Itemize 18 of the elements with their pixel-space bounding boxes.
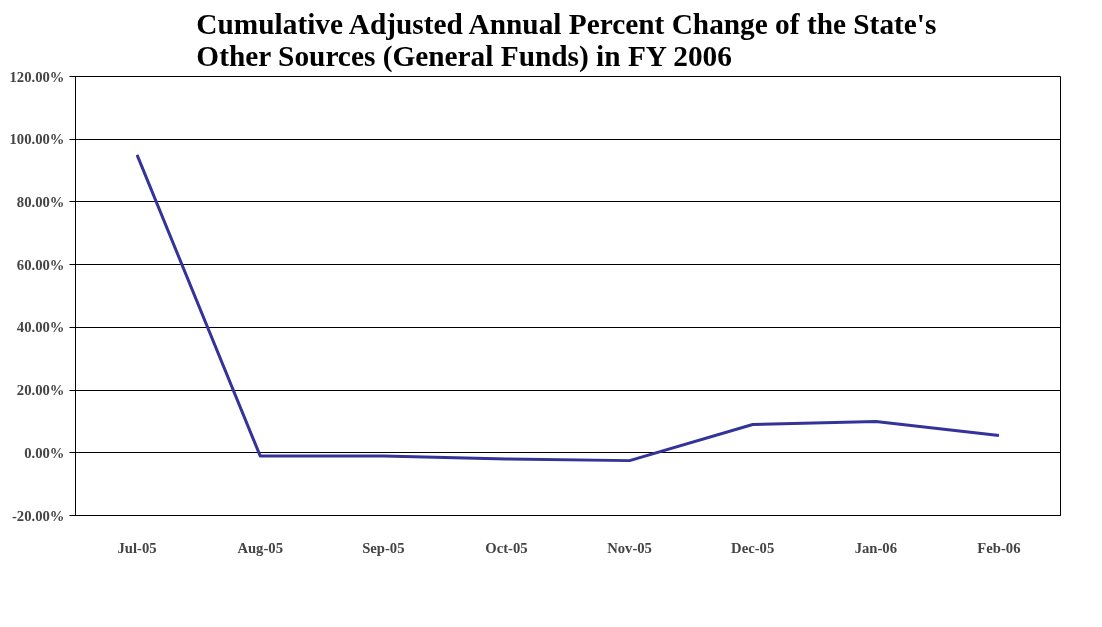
y-tick-label: 100.00% — [9, 131, 65, 148]
y-tick-label: 80.00% — [16, 193, 65, 210]
chart-title: Cumulative Adjusted Annual Percent Change of the State's Other Sources (General Funds) in FY 2006 — [196, 7, 937, 73]
x-tick-label: Nov-05 — [607, 539, 652, 556]
y-tick-label: 20.00% — [16, 382, 65, 399]
y-tick-label: 120.00% — [9, 68, 65, 85]
x-tick-label: Sep-05 — [362, 539, 405, 556]
x-tick-label: Oct-05 — [485, 539, 528, 556]
y-tick-label: 40.00% — [16, 319, 65, 336]
x-tick-label: Jan-06 — [854, 539, 897, 556]
y-tick-label: 60.00% — [16, 256, 65, 273]
y-tick-label: 0.00% — [24, 444, 65, 461]
x-tick-label: Jul-05 — [117, 539, 157, 556]
x-tick-label: Feb-06 — [977, 539, 1021, 556]
y-tick-label: -20.00% — [11, 507, 65, 524]
x-tick-label: Dec-05 — [731, 539, 775, 556]
line-series — [135, 153, 1001, 463]
x-tick-label: Aug-05 — [237, 539, 283, 556]
